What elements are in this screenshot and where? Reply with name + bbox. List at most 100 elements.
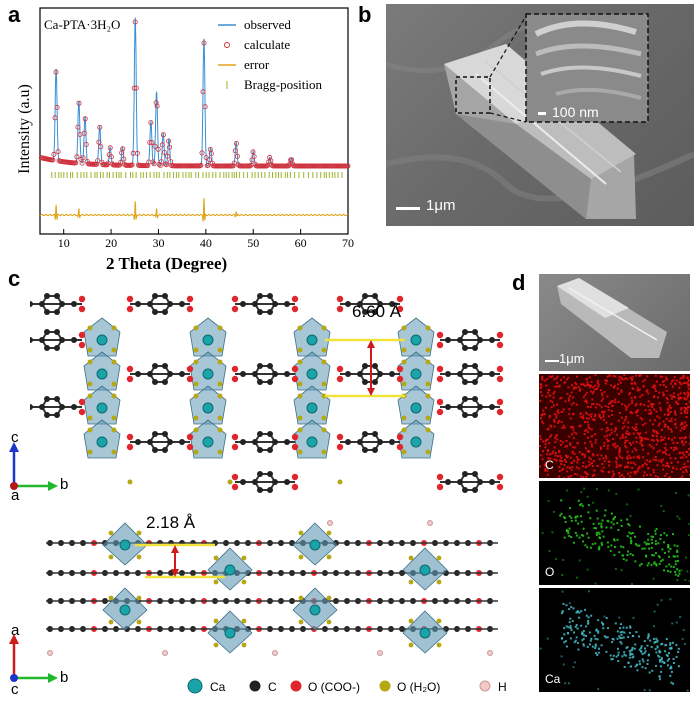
eds-pixel — [587, 426, 590, 429]
eds-pixel — [597, 619, 600, 622]
error-line — [39, 198, 349, 222]
eds-pixel — [661, 660, 664, 663]
eds-pixel — [565, 489, 568, 492]
eds-pixel — [654, 456, 657, 458]
oxygen-atom — [496, 331, 504, 339]
eds-pixel — [591, 465, 594, 468]
eds-pixel — [675, 655, 678, 658]
eds-pixel — [566, 632, 569, 634]
eds-pixel — [567, 475, 570, 478]
calculated-point — [147, 139, 153, 145]
oxygen-atom — [436, 365, 444, 373]
x-tick-label: 50 — [247, 236, 259, 250]
legend-label: Bragg-position — [244, 77, 322, 92]
eds-pixel — [574, 639, 577, 642]
eds-pixel — [546, 469, 549, 472]
eds-pixel — [670, 397, 673, 400]
eds-pixel — [596, 638, 599, 641]
eds-pixel — [583, 453, 586, 456]
eds-pixel — [626, 518, 629, 521]
eds-pixel — [571, 451, 574, 454]
eds-pixel — [575, 636, 578, 639]
eds-pixel — [591, 403, 593, 406]
axis-triad-top — [9, 442, 58, 491]
eds-pixel — [682, 471, 685, 474]
eds-pixel — [654, 540, 657, 543]
eds-pixel — [546, 453, 549, 456]
eds-pixel — [561, 469, 564, 471]
eds-pixel — [675, 492, 678, 494]
eds-pixel — [686, 689, 689, 692]
carbon-atom — [472, 379, 478, 385]
carbon-atom — [372, 309, 378, 315]
eds-pixel — [547, 389, 550, 391]
eds-pixel — [669, 382, 672, 385]
carbon-atom — [59, 301, 65, 307]
eds-pixel — [686, 570, 689, 573]
eds-pixel — [545, 395, 548, 398]
eds-pixel — [636, 669, 639, 672]
eds-pixel — [675, 621, 678, 624]
panel-label-a: a — [8, 2, 21, 27]
eds-pixel — [606, 375, 609, 378]
eds-pixel — [673, 436, 676, 439]
eds-pixel — [681, 440, 684, 443]
carbon-atom — [71, 301, 77, 307]
eds-pixel — [643, 541, 646, 544]
eds-pixel — [683, 396, 686, 399]
eds-pixel — [652, 385, 655, 388]
sem-image-d: 1μm — [539, 274, 690, 371]
eds-pixel — [647, 467, 650, 470]
eds-pixel — [670, 665, 673, 668]
eds-pixel — [670, 670, 673, 673]
eds-pixel — [582, 476, 585, 478]
calcium-atom — [306, 334, 318, 346]
eds-pixel — [604, 509, 607, 512]
eds-pixel — [558, 385, 561, 388]
calcium-atom — [309, 539, 321, 551]
eds-pixel — [683, 437, 686, 440]
eds-pixel — [589, 440, 592, 443]
carbon-atom — [54, 309, 60, 315]
eds-pixel — [636, 414, 639, 417]
eds-pixel — [644, 462, 646, 465]
water-oxygen — [193, 415, 199, 421]
eds-pixel — [567, 529, 570, 532]
eds-pixel — [672, 467, 674, 470]
water-oxygen — [87, 325, 93, 331]
eds-pixel — [665, 453, 668, 456]
legend-label: calculate — [244, 37, 290, 52]
eds-pixel — [647, 400, 650, 403]
carbon-atom — [477, 371, 483, 377]
eds-pixel — [621, 427, 624, 430]
oxygen-atom — [186, 365, 194, 373]
eds-pixel — [577, 386, 580, 389]
eds-pixel — [574, 519, 577, 522]
eds-pixel — [539, 454, 542, 457]
eds-pixel — [566, 466, 569, 469]
eds-pixel — [629, 471, 632, 474]
eds-pixel — [560, 443, 563, 446]
water-oxygen — [193, 427, 199, 433]
eds-pixel — [555, 558, 557, 561]
eds-pixel — [668, 420, 671, 422]
eds-pixel — [603, 460, 606, 463]
eds-pixel — [581, 633, 584, 636]
eds-pixel — [560, 378, 562, 381]
eds-pixel — [652, 429, 655, 432]
carbon-atom — [257, 309, 263, 315]
carbon-atom — [362, 293, 368, 299]
carbon-atom — [462, 471, 468, 477]
eds-pixel — [595, 488, 598, 491]
eds-pixel — [622, 436, 625, 439]
eds-pixel — [556, 438, 559, 441]
eds-pixel — [662, 384, 665, 387]
eds-pixel — [672, 555, 675, 558]
eds-pixel — [627, 421, 630, 424]
eds-pixel — [628, 393, 631, 396]
eds-pixel — [580, 491, 583, 494]
eds-pixel — [611, 405, 614, 407]
eds-pixel — [648, 409, 651, 412]
eds-pixel — [635, 441, 638, 443]
eds-pixel — [656, 440, 659, 443]
